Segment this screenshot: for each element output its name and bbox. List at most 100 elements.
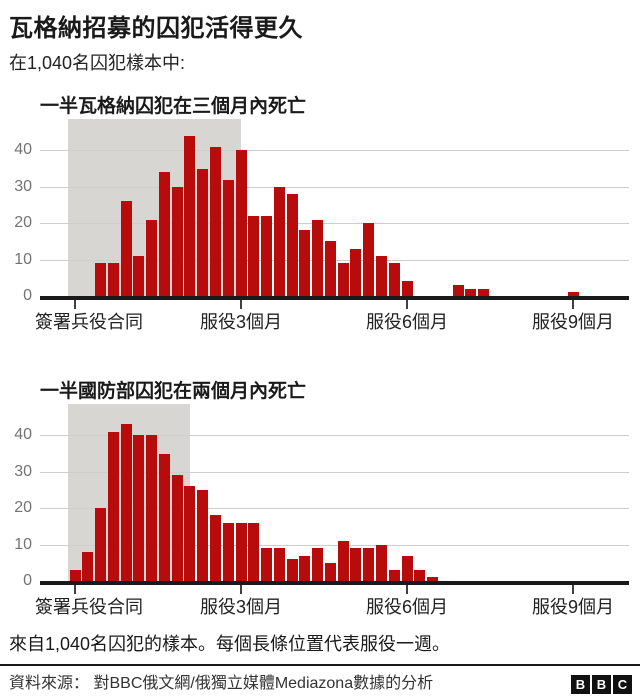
source-detail: 對BBC俄文網/俄獨立媒體Mediazona數據的分析	[93, 675, 434, 692]
bar	[401, 555, 413, 583]
bar	[120, 201, 132, 298]
bar	[465, 288, 477, 298]
bar	[171, 186, 183, 298]
bar	[248, 522, 260, 583]
bar	[299, 230, 311, 298]
bar	[222, 179, 234, 298]
x-axis-label: 服役9個月	[532, 597, 615, 617]
gridline	[40, 508, 629, 510]
bar	[375, 544, 387, 583]
bar	[158, 172, 170, 298]
wagner-x-axis: 簽署兵役合同 服役3個月 服役6個月 服役9個月	[35, 300, 629, 336]
bar	[567, 292, 579, 298]
bar	[209, 515, 221, 583]
source-label: 資料來源：	[9, 675, 90, 692]
wagner-plot-row: 0 10 20 30 40	[0, 119, 640, 304]
y-axis-label: 0	[23, 572, 32, 589]
x-axis-tick	[572, 585, 575, 594]
y-axis-labels: 0 10 20 30 40	[0, 119, 34, 304]
bar	[95, 508, 107, 583]
mod-chart: 一半國防部囚犯在兩個月內死亡 0 10 20 30 40 簽署兵役合同 服役3個月 服役6個…	[0, 380, 640, 621]
bar	[107, 431, 119, 583]
bar	[299, 555, 311, 583]
x-axis-label: 簽署兵役合同	[35, 597, 143, 617]
y-axis-label: 40	[14, 141, 32, 159]
x-axis-tick	[74, 585, 76, 594]
bbc-logo-icon: B B C	[571, 674, 632, 694]
bar	[184, 486, 196, 583]
source-text: 資料來源： 對BBC俄文網/俄獨立媒體Mediazona數據的分析	[9, 674, 433, 694]
y-axis-label: 40	[14, 426, 32, 444]
bar	[235, 522, 247, 583]
x-axis-tick	[240, 300, 242, 309]
bar	[363, 223, 375, 298]
bar	[312, 219, 324, 298]
bar	[120, 424, 132, 583]
bar	[261, 548, 273, 583]
mod-chart-title: 一半國防部囚犯在兩個月內死亡	[40, 381, 307, 402]
bar	[363, 548, 375, 583]
x-axis-tick	[406, 585, 409, 594]
bar	[478, 288, 490, 298]
x-axis-baseline	[40, 581, 629, 585]
gridline	[40, 435, 629, 437]
bar	[375, 255, 387, 298]
x-axis-tick	[572, 300, 575, 309]
y-axis-label: 10	[14, 535, 32, 553]
source-row: 資料來源： 對BBC俄文網/俄獨立媒體Mediazona數據的分析 B B C	[0, 666, 640, 694]
bbc-logo-letter: B	[592, 674, 611, 694]
bar	[337, 540, 349, 583]
bar	[324, 562, 336, 583]
x-axis-label: 服役6個月	[366, 597, 449, 617]
page-title: 瓦格納招募的囚犯活得更久	[9, 15, 303, 42]
x-axis-tick	[406, 300, 409, 309]
bbc-logo-letter: C	[613, 674, 632, 694]
x-axis-tick	[74, 300, 76, 309]
y-axis-label: 0	[23, 287, 32, 304]
gridline	[40, 544, 629, 546]
bar	[95, 263, 107, 298]
bar	[69, 570, 81, 583]
source-divider	[0, 664, 640, 666]
bar	[427, 577, 439, 583]
wagner-plot-area	[40, 119, 629, 300]
gridline	[40, 471, 629, 473]
mod-plot-area	[40, 404, 629, 585]
bar	[401, 281, 413, 298]
bar	[261, 215, 273, 298]
y-axis-label: 10	[14, 250, 32, 268]
bar	[197, 168, 209, 298]
mod-x-axis: 簽署兵役合同 服役3個月 服役6個月 服役9個月	[35, 585, 629, 621]
x-axis-baseline	[40, 296, 629, 300]
bar	[197, 490, 209, 583]
bar	[273, 548, 285, 583]
bar	[312, 548, 324, 583]
bar	[222, 522, 234, 583]
x-axis-label: 簽署兵役合同	[35, 312, 143, 332]
y-axis-label: 20	[14, 214, 32, 232]
bar	[235, 150, 247, 298]
bar	[171, 475, 183, 583]
bar	[248, 215, 260, 298]
bar	[388, 570, 400, 583]
bar	[273, 186, 285, 298]
x-axis-tick	[240, 585, 242, 594]
bar	[414, 570, 426, 583]
bar	[350, 548, 362, 583]
bar	[146, 219, 158, 298]
bbc-logo-letter: B	[571, 674, 590, 694]
bar	[82, 551, 94, 583]
bar	[158, 453, 170, 583]
wagner-chart-title: 一半瓦格納囚犯在三個月內死亡	[40, 96, 307, 117]
y-axis-labels: 0 10 20 30 40	[0, 404, 34, 589]
bar	[133, 255, 145, 298]
bar	[324, 241, 336, 298]
bar	[184, 135, 196, 298]
page-subtitle: 在1,040名囚犯樣本中:	[9, 53, 186, 73]
bar	[286, 559, 298, 583]
gridline	[40, 150, 629, 152]
bar	[286, 194, 298, 298]
mod-plot-row: 0 10 20 30 40	[0, 404, 640, 589]
bar	[133, 435, 145, 583]
